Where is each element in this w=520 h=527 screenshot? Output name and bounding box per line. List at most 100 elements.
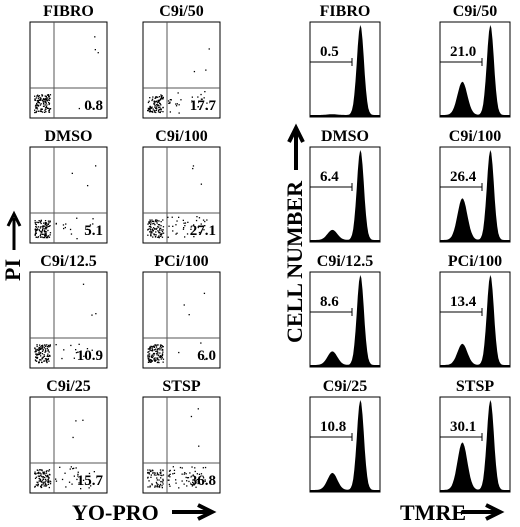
dot bbox=[190, 228, 192, 230]
dot bbox=[40, 473, 42, 475]
dot bbox=[44, 107, 47, 109]
dot bbox=[43, 355, 46, 357]
dot bbox=[45, 234, 47, 236]
panel-value: 17.7 bbox=[190, 98, 217, 114]
dot bbox=[158, 356, 160, 358]
dot bbox=[34, 471, 36, 473]
dot bbox=[178, 104, 180, 106]
dot bbox=[158, 96, 161, 98]
dot bbox=[193, 484, 195, 486]
dot bbox=[40, 108, 42, 110]
dot bbox=[153, 472, 155, 474]
dot bbox=[75, 349, 77, 351]
dot bbox=[153, 101, 155, 103]
dot bbox=[183, 304, 185, 306]
dot bbox=[39, 472, 41, 474]
arrow bbox=[6, 210, 22, 250]
dot bbox=[187, 477, 190, 479]
dot bbox=[46, 475, 48, 478]
dot bbox=[40, 110, 42, 113]
dot bbox=[149, 347, 151, 349]
dot bbox=[77, 471, 79, 473]
dot bbox=[198, 445, 200, 447]
dot bbox=[40, 469, 42, 471]
dot bbox=[48, 111, 50, 113]
dot bbox=[38, 475, 41, 477]
dot bbox=[157, 100, 160, 102]
dot bbox=[34, 351, 36, 353]
dot bbox=[148, 221, 150, 223]
dot bbox=[158, 474, 160, 476]
gate-marker bbox=[440, 308, 483, 316]
dot bbox=[191, 466, 193, 468]
dot bbox=[156, 220, 159, 222]
panel-label: C9i/100 bbox=[155, 128, 207, 145]
dot bbox=[150, 356, 153, 358]
dot bbox=[154, 344, 156, 346]
dot bbox=[158, 486, 161, 488]
dot bbox=[78, 343, 80, 345]
dot bbox=[159, 483, 162, 486]
dot bbox=[48, 97, 50, 99]
dot bbox=[35, 97, 38, 99]
dot bbox=[37, 221, 39, 224]
dot bbox=[42, 236, 44, 239]
dot bbox=[150, 223, 152, 226]
dot bbox=[36, 228, 39, 230]
dot bbox=[161, 487, 163, 489]
dot bbox=[157, 101, 160, 103]
dot bbox=[178, 112, 180, 114]
dot bbox=[176, 232, 178, 234]
dot bbox=[156, 486, 158, 488]
dot bbox=[38, 348, 40, 351]
dot bbox=[162, 474, 165, 476]
dot bbox=[49, 108, 51, 110]
dot bbox=[158, 105, 160, 107]
dot bbox=[55, 478, 57, 480]
axis-label: CELL NUMBER bbox=[282, 180, 307, 343]
dot bbox=[47, 476, 49, 478]
dot bbox=[45, 480, 47, 482]
dot bbox=[149, 97, 151, 99]
dot bbox=[155, 350, 157, 352]
dot bbox=[150, 228, 152, 231]
dot bbox=[152, 96, 154, 98]
dot bbox=[186, 485, 188, 487]
dot bbox=[46, 345, 49, 348]
dot bbox=[154, 358, 156, 360]
dot bbox=[69, 228, 72, 231]
dot bbox=[34, 232, 37, 234]
dot bbox=[86, 348, 89, 350]
dot bbox=[151, 483, 153, 485]
dot bbox=[198, 217, 201, 219]
dot bbox=[147, 348, 149, 350]
arrow bbox=[287, 123, 305, 170]
gate-marker bbox=[440, 58, 483, 66]
dot bbox=[41, 236, 43, 238]
dot bbox=[47, 358, 49, 361]
dot bbox=[43, 229, 46, 231]
dot bbox=[41, 357, 43, 359]
panel-frame bbox=[29, 396, 108, 494]
dot bbox=[48, 481, 50, 484]
dot bbox=[39, 359, 41, 361]
dot bbox=[155, 345, 157, 347]
panel-value: 0.8 bbox=[84, 98, 103, 114]
dot bbox=[48, 107, 50, 110]
panel-value: 0.5 bbox=[320, 44, 339, 60]
panel-value: 13.4 bbox=[450, 294, 477, 310]
dot bbox=[151, 356, 154, 359]
dot bbox=[47, 350, 49, 352]
dot bbox=[43, 222, 45, 224]
dot bbox=[39, 231, 42, 233]
dot bbox=[40, 352, 42, 354]
dot bbox=[169, 476, 171, 478]
dot bbox=[36, 353, 39, 355]
dot bbox=[45, 106, 48, 108]
dot bbox=[49, 225, 51, 227]
dot bbox=[160, 221, 162, 223]
dot bbox=[40, 220, 42, 222]
dot bbox=[149, 225, 152, 227]
dot bbox=[44, 233, 47, 235]
